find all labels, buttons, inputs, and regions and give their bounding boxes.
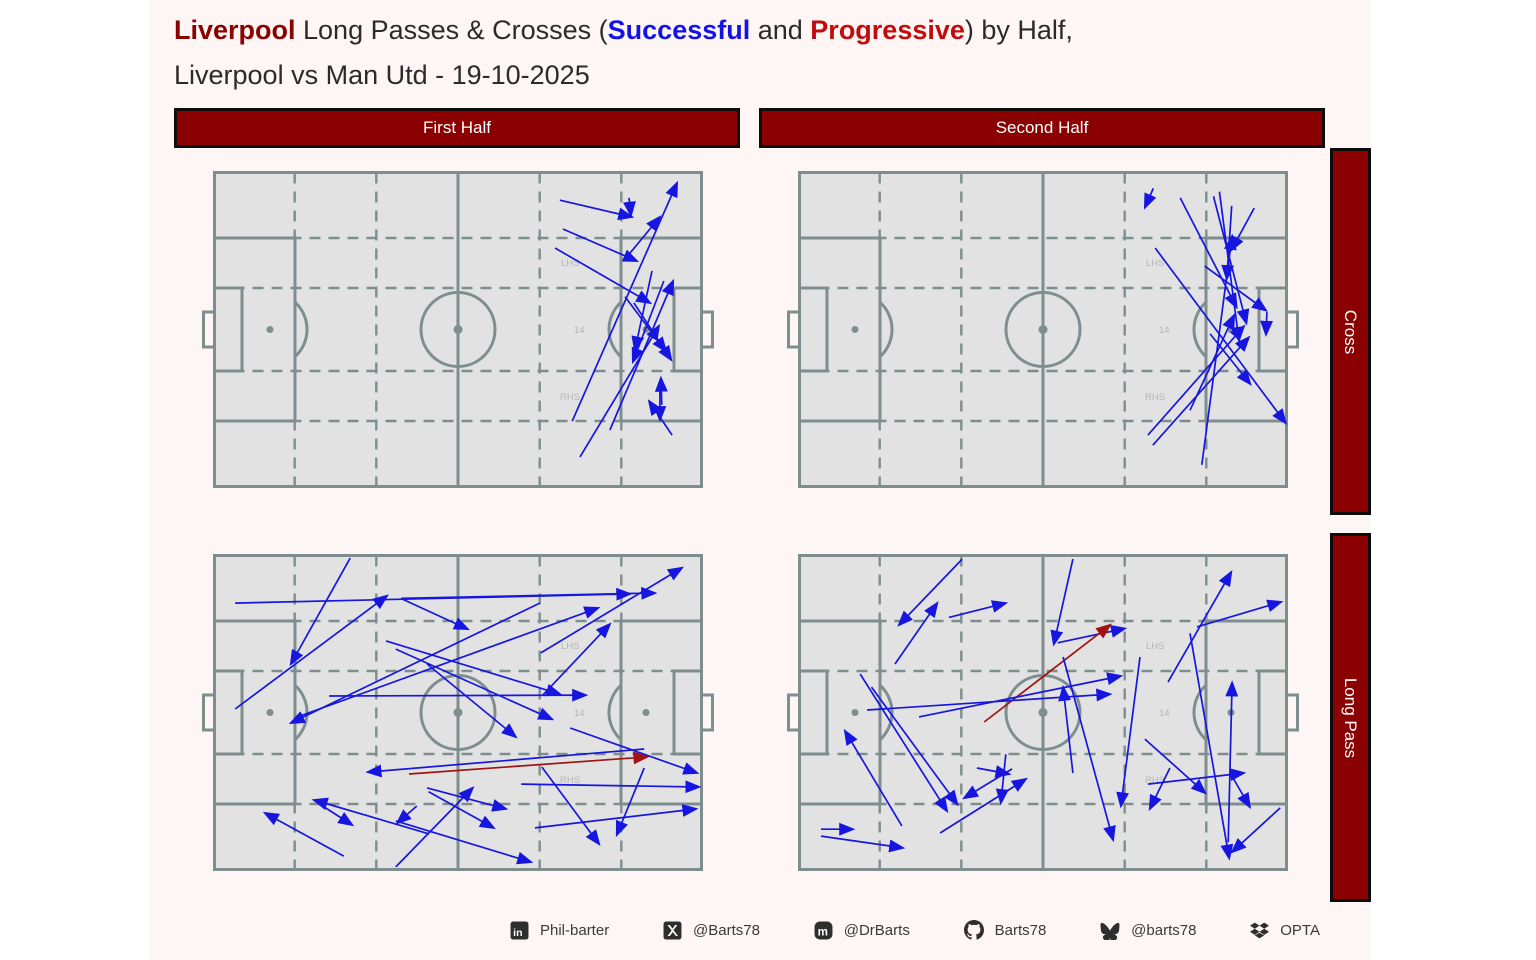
- row-label-cross: Cross: [1330, 148, 1371, 515]
- svg-text:14: 14: [574, 325, 585, 336]
- pitch-first-half-cross: LHS 14 RHS: [202, 171, 714, 488]
- svg-text:14: 14: [1159, 325, 1170, 336]
- svg-text:LHS: LHS: [1146, 641, 1164, 652]
- footer-github-handle: Barts78: [994, 921, 1047, 939]
- footer-mastodon-handle: @DrBarts: [843, 921, 910, 939]
- svg-text:LHS: LHS: [561, 258, 579, 269]
- opta-icon: [1250, 922, 1270, 938]
- svg-text:RHS: RHS: [560, 775, 580, 786]
- svg-text:LHS: LHS: [561, 641, 579, 652]
- footer-linkedin-handle: Phil-barter: [540, 921, 610, 939]
- title-line-2: Liverpool vs Man Utd - 19-10-2025: [174, 60, 590, 90]
- pitch-second-half-cross: LHS 14 RHS: [787, 171, 1299, 488]
- footer-opta: OPTA: [1250, 921, 1320, 940]
- column-header-first-half: First Half: [174, 108, 740, 148]
- title-successful-word: Successful: [607, 15, 751, 45]
- bluesky-icon: [1100, 922, 1120, 940]
- mastodon-icon: m: [814, 921, 833, 939]
- figure-background: Liverpool Long Passes & Crosses (Success…: [150, 0, 1371, 960]
- footer-bluesky: @barts78: [1100, 921, 1196, 940]
- pitch-first-half-long-pass: LHS 14 RHS: [202, 554, 714, 871]
- footer-github: Barts78: [963, 920, 1047, 940]
- column-header-first-half-label: First Half: [423, 118, 491, 137]
- footer-social-bar: in Phil-barter @Barts78 m @DrBarts: [510, 920, 1320, 940]
- x-icon: [663, 921, 682, 939]
- title-line-1: Liverpool Long Passes & Crosses (Success…: [174, 15, 1073, 45]
- row-label-long-pass-text: Long Pass: [1341, 677, 1361, 758]
- row-label-cross-text: Cross: [1341, 309, 1361, 354]
- svg-text:14: 14: [1159, 708, 1170, 719]
- footer-mastodon: m @DrBarts: [814, 921, 910, 940]
- pitch-second-half-long-pass: LHS 14 RHS: [787, 554, 1299, 871]
- column-header-second-half-label: Second Half: [995, 118, 1089, 137]
- chart-title: Liverpool Long Passes & Crosses (Success…: [174, 8, 1073, 98]
- footer-opta-label: OPTA: [1280, 921, 1320, 939]
- row-label-long-pass: Long Pass: [1330, 533, 1371, 902]
- svg-text:RHS: RHS: [1145, 392, 1165, 403]
- footer-bluesky-handle: @barts78: [1131, 921, 1197, 939]
- svg-text:in: in: [513, 926, 522, 938]
- svg-text:LHS: LHS: [1146, 258, 1164, 269]
- svg-text:m: m: [817, 925, 827, 938]
- column-header-second-half: Second Half: [759, 108, 1325, 148]
- linkedin-icon: in: [510, 921, 529, 939]
- title-progressive-word: Progressive: [810, 15, 965, 45]
- github-icon: [963, 920, 984, 940]
- svg-text:RHS: RHS: [1145, 775, 1165, 786]
- svg-text:RHS: RHS: [560, 392, 580, 403]
- svg-text:14: 14: [574, 708, 585, 719]
- footer-x-handle: @Barts78: [693, 921, 760, 939]
- footer-linkedin: in Phil-barter: [510, 921, 609, 940]
- footer-x: @Barts78: [663, 921, 760, 940]
- title-team-name: Liverpool: [174, 15, 296, 45]
